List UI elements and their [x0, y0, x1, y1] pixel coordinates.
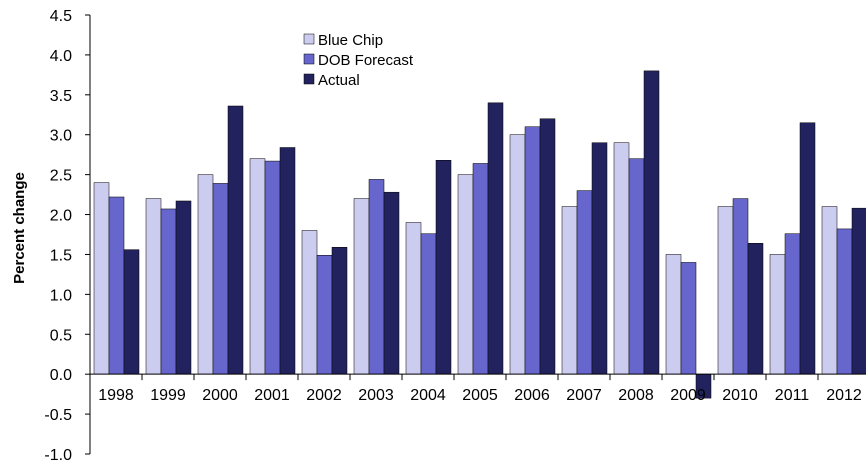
x-category-label: 2012 — [826, 387, 862, 404]
bar-actual-2002 — [331, 247, 348, 375]
x-category-label: 1998 — [98, 387, 134, 404]
bar-dob-forecast-2002 — [316, 255, 333, 375]
bar-blue-chip-1999 — [145, 198, 162, 375]
legend-background — [288, 30, 460, 92]
x-category-label: 2007 — [566, 387, 602, 404]
y-tick-label: 3.0 — [50, 128, 72, 145]
legend-label-actual: Actual — [318, 72, 360, 89]
x-category-label: 2011 — [775, 387, 810, 404]
x-category-label: 2009 — [670, 387, 706, 404]
bar-dob-forecast-2004 — [420, 233, 437, 375]
y-tick-label: -1.0 — [44, 447, 72, 464]
bar-dob-forecast-2005 — [472, 163, 489, 375]
bar-actual-2003 — [383, 191, 400, 375]
bar-actual-2006 — [539, 118, 556, 375]
legend-swatch-actual — [303, 73, 315, 85]
bar-actual-1998 — [123, 249, 140, 375]
bar-dob-forecast-2009 — [680, 262, 697, 375]
bar-actual-1999 — [175, 200, 192, 375]
bar-dob-forecast-1998 — [108, 196, 125, 375]
x-axis-categories: 1998 1999 2000 2001 2002 2003 2004 2005 2006 2007… — [98, 387, 862, 404]
bar-dob-forecast-1999 — [160, 208, 177, 375]
bar-blue-chip-2000 — [197, 174, 214, 375]
bar-blue-chip-2010 — [717, 206, 734, 375]
bar-blue-chip-2012 — [821, 206, 838, 375]
bar-actual-2001 — [279, 147, 296, 375]
bar-blue-chip-2003 — [353, 198, 370, 375]
x-category-label: 2006 — [514, 387, 550, 404]
x-category-label: 2000 — [202, 387, 238, 404]
bar-actual-2000 — [227, 105, 244, 375]
x-category-label: 2003 — [358, 387, 394, 404]
y-tick-label: 0.5 — [50, 327, 72, 344]
bar-blue-chip-2011 — [769, 254, 786, 375]
y-tick-label: 1.0 — [50, 287, 72, 304]
bar-blue-chip-2004 — [405, 222, 422, 375]
y-tick-label: 4.5 — [50, 8, 72, 25]
bar-actual-2007 — [591, 142, 608, 375]
y-tick-label: 2.0 — [50, 208, 72, 225]
bar-dob-forecast-2011 — [784, 233, 801, 375]
y-tick-label: 3.5 — [50, 88, 72, 105]
bar-dob-forecast-2000 — [212, 183, 229, 375]
x-category-label: 2001 — [254, 387, 290, 404]
plot-area — [89, 15, 866, 454]
y-tick-label: 4.0 — [50, 48, 72, 65]
bar-blue-chip-2009 — [665, 254, 682, 375]
legend-label-blue-chip: Blue Chip — [318, 32, 383, 49]
x-category-label: 1999 — [150, 387, 186, 404]
bar-dob-forecast-2006 — [524, 126, 541, 375]
y-tick-label: 2.5 — [50, 168, 72, 185]
bar-blue-chip-1998 — [93, 182, 110, 375]
x-category-label: 2008 — [618, 387, 654, 404]
x-category-label: 2010 — [722, 387, 758, 404]
y-tick-label: 1.5 — [50, 247, 72, 264]
bar-blue-chip-2006 — [509, 134, 526, 375]
bar-actual-2008 — [643, 70, 660, 375]
bar-actual-2004 — [435, 160, 452, 375]
legend-swatch-blue-chip — [303, 33, 315, 45]
bar-actual-2005 — [487, 102, 504, 375]
bar-blue-chip-2008 — [613, 142, 630, 375]
bar-actual-2010 — [747, 243, 764, 375]
bar-dob-forecast-2007 — [576, 190, 593, 375]
bar-dob-forecast-2010 — [732, 198, 749, 375]
x-category-label: 2004 — [410, 387, 446, 404]
y-axis-title: Percent change — [11, 172, 28, 284]
x-category-label: 2002 — [306, 387, 342, 404]
bar-blue-chip-2001 — [249, 158, 266, 375]
legend: Blue Chip DOB Forecast Actual — [288, 30, 460, 92]
bar-dob-forecast-2001 — [264, 160, 281, 375]
legend-swatch-dob-forecast — [303, 53, 315, 65]
bar-actual-2011 — [799, 122, 816, 375]
bar-blue-chip-2007 — [561, 206, 578, 375]
bar-dob-forecast-2003 — [368, 179, 385, 375]
x-category-label: 2005 — [462, 387, 498, 404]
bar-actual-2012 — [851, 207, 866, 375]
y-tick-label: 0.0 — [50, 367, 72, 384]
y-tick-label: -0.5 — [44, 407, 72, 424]
y-axis-ticks: 4.5 4.0 3.5 3.0 2.5 2.0 1.5 1.0 0.5 0.0 -0.5 -1.0 — [44, 8, 90, 464]
bar-blue-chip-2002 — [301, 230, 318, 375]
legend-label-dob-forecast: DOB Forecast — [318, 52, 414, 69]
bar-dob-forecast-2012 — [836, 228, 853, 375]
bar-blue-chip-2005 — [457, 174, 474, 375]
bar-dob-forecast-2008 — [628, 158, 645, 375]
